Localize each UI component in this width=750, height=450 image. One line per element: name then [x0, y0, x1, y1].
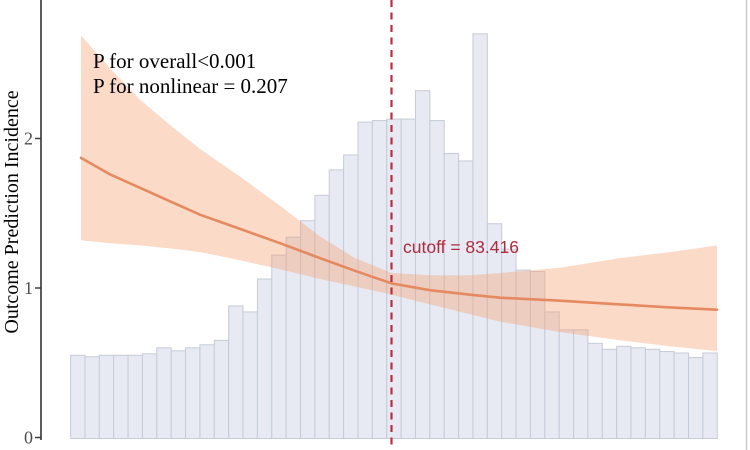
- cutoff-label: cutoff = 83.416: [403, 237, 519, 257]
- histogram-bar: [573, 329, 589, 439]
- histogram-bar: [328, 169, 345, 439]
- histogram-bar: [199, 344, 215, 439]
- histogram-bar: [228, 305, 244, 439]
- y-tick-label: 2: [24, 129, 33, 149]
- histogram-bar: [673, 352, 690, 439]
- p-overall-annotation: P for overall<0.001: [93, 49, 256, 73]
- histogram-bar: [242, 311, 258, 440]
- histogram-bar: [702, 352, 718, 439]
- histogram-bar: [98, 354, 115, 439]
- histogram-bar: [558, 329, 575, 439]
- y-tick-label: 0: [24, 428, 33, 448]
- histogram-bar: [271, 254, 287, 439]
- histogram-bar: [156, 347, 172, 439]
- histogram-bar: [587, 342, 603, 439]
- histogram-bar: [644, 348, 661, 439]
- histogram-bar: [343, 154, 359, 439]
- histogram-bar: [630, 347, 646, 439]
- y-axis-ticks: 0 1 2: [24, 129, 41, 448]
- histogram-bar: [314, 194, 330, 439]
- histogram-bar: [213, 339, 230, 440]
- histogram-bar: [185, 347, 201, 439]
- histogram-bar: [659, 351, 675, 440]
- histogram-bar: [127, 354, 143, 439]
- p-nonlinear-annotation: P for nonlinear = 0.207: [93, 74, 288, 98]
- histogram-bar: [688, 357, 704, 439]
- histogram-bar: [70, 354, 86, 439]
- histogram-bar: [414, 90, 431, 439]
- histogram-bars: [70, 33, 718, 440]
- histogram-bar: [141, 353, 158, 439]
- histogram-bar: [601, 348, 618, 439]
- histogram-bar: [170, 350, 187, 440]
- y-axis-title: Outcome Prediction Incidence: [1, 90, 23, 333]
- histogram-bar: [84, 356, 100, 439]
- histogram-bar: [113, 354, 129, 439]
- y-tick-label: 1: [24, 278, 33, 298]
- confidence-band: [81, 35, 717, 352]
- histogram-bar: [256, 278, 273, 439]
- spline-line: [79, 156, 719, 311]
- histogram-bar: [616, 345, 632, 439]
